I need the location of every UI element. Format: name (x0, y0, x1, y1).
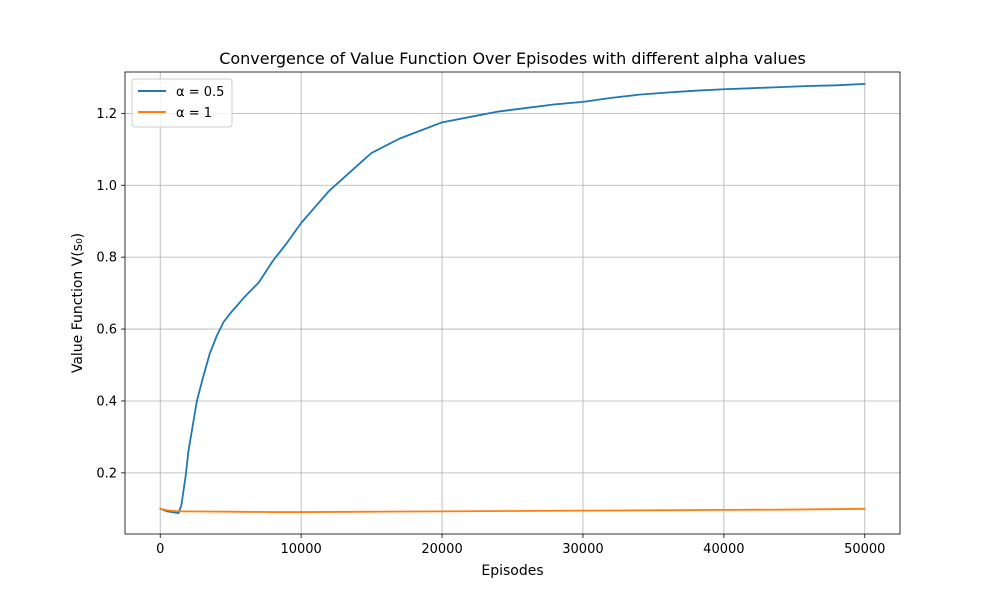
x-tick-label: 40000 (703, 542, 744, 557)
series-line-1 (159, 507, 866, 513)
y-tick-label: 0.2 (96, 466, 117, 481)
chart-title: Convergence of Value Function Over Episo… (219, 49, 806, 68)
y-tick-label: 0.6 (96, 323, 117, 338)
x-tick-label: 30000 (562, 542, 603, 557)
y-tick-label: 1.2 (96, 107, 117, 122)
x-tick-label: 50000 (844, 542, 885, 557)
series-line-0 (159, 82, 866, 515)
y-tick-label: 0.8 (96, 251, 117, 266)
legend: α = 0.5 α = 1 (131, 78, 233, 128)
x-axis-label: Episodes (481, 563, 543, 579)
x-tick-label: 10000 (280, 542, 321, 557)
y-tick-label: 0.4 (96, 394, 117, 409)
legend-label-alpha-1: α = 1 (176, 106, 212, 121)
x-tick-label: 0 (156, 542, 164, 557)
legend-label-alpha-0-5: α = 0.5 (176, 85, 224, 100)
plot-frame (124, 71, 901, 535)
x-tick-label: 20000 (421, 542, 462, 557)
series-layer (159, 82, 866, 515)
y-axis-label: Value Function V(s₀) (70, 233, 86, 373)
grid (125, 72, 900, 534)
ticks: 0 10000 20000 30000 40000 50000 0.2 0.4 0.6 0.8 1.… (96, 107, 885, 557)
y-tick-label: 1.0 (96, 179, 117, 194)
